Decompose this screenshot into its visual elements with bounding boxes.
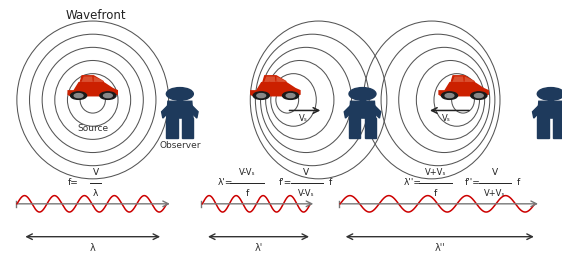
- Text: Source: Source: [77, 124, 108, 133]
- Circle shape: [166, 88, 193, 100]
- Text: f''=: f''=: [465, 178, 481, 187]
- Text: Observer: Observer: [159, 141, 201, 150]
- Circle shape: [71, 92, 87, 99]
- Polygon shape: [166, 118, 178, 138]
- Text: f'=: f'=: [279, 178, 292, 187]
- Text: λ: λ: [93, 189, 98, 198]
- Text: V: V: [492, 168, 497, 177]
- Polygon shape: [373, 105, 380, 118]
- Circle shape: [471, 92, 487, 99]
- Circle shape: [100, 92, 116, 99]
- Polygon shape: [452, 77, 464, 82]
- Text: Vₛ: Vₛ: [299, 114, 308, 123]
- Circle shape: [445, 94, 454, 98]
- Polygon shape: [67, 82, 118, 97]
- Polygon shape: [533, 105, 540, 118]
- Text: Vₛ: Vₛ: [442, 114, 451, 123]
- Polygon shape: [553, 118, 562, 138]
- Text: λ'=: λ'=: [218, 178, 233, 187]
- Polygon shape: [465, 77, 474, 82]
- Polygon shape: [182, 118, 193, 138]
- Text: f: f: [434, 189, 437, 198]
- Circle shape: [283, 92, 298, 99]
- Polygon shape: [262, 75, 287, 82]
- Polygon shape: [250, 82, 301, 97]
- Circle shape: [474, 94, 483, 98]
- Circle shape: [257, 94, 266, 98]
- Text: V+Vₛ: V+Vₛ: [425, 168, 446, 177]
- Polygon shape: [360, 99, 365, 101]
- Polygon shape: [549, 99, 553, 101]
- Polygon shape: [537, 118, 549, 138]
- Polygon shape: [162, 105, 169, 118]
- Text: f=: f=: [68, 178, 79, 187]
- Circle shape: [103, 94, 112, 98]
- Polygon shape: [349, 101, 376, 118]
- Polygon shape: [264, 77, 275, 82]
- Circle shape: [74, 94, 83, 98]
- Text: f: f: [517, 178, 520, 187]
- Text: f: f: [329, 178, 332, 187]
- Circle shape: [286, 94, 295, 98]
- Polygon shape: [94, 77, 103, 82]
- Text: λ': λ': [255, 243, 262, 253]
- Circle shape: [349, 88, 376, 100]
- Circle shape: [253, 92, 269, 99]
- Circle shape: [441, 92, 457, 99]
- Polygon shape: [191, 105, 198, 118]
- Polygon shape: [277, 77, 285, 82]
- Text: V: V: [93, 168, 98, 177]
- Circle shape: [537, 88, 562, 100]
- Text: Wavefront: Wavefront: [65, 9, 126, 22]
- Text: λ: λ: [90, 243, 96, 253]
- Polygon shape: [349, 118, 360, 138]
- Polygon shape: [537, 101, 562, 118]
- Polygon shape: [166, 101, 193, 118]
- Text: V-Vₛ: V-Vₛ: [239, 168, 256, 177]
- Text: V+Vₛ: V+Vₛ: [484, 189, 505, 198]
- Text: λ''=: λ''=: [404, 178, 422, 187]
- Polygon shape: [438, 82, 489, 97]
- Text: V-Vₛ: V-Vₛ: [298, 189, 315, 198]
- Polygon shape: [345, 105, 352, 118]
- Polygon shape: [80, 75, 104, 82]
- Polygon shape: [365, 118, 376, 138]
- Polygon shape: [451, 75, 475, 82]
- Text: λ'': λ'': [434, 243, 445, 253]
- Polygon shape: [178, 99, 182, 101]
- Polygon shape: [81, 77, 93, 82]
- Text: V: V: [303, 168, 309, 177]
- Text: f: f: [246, 189, 249, 198]
